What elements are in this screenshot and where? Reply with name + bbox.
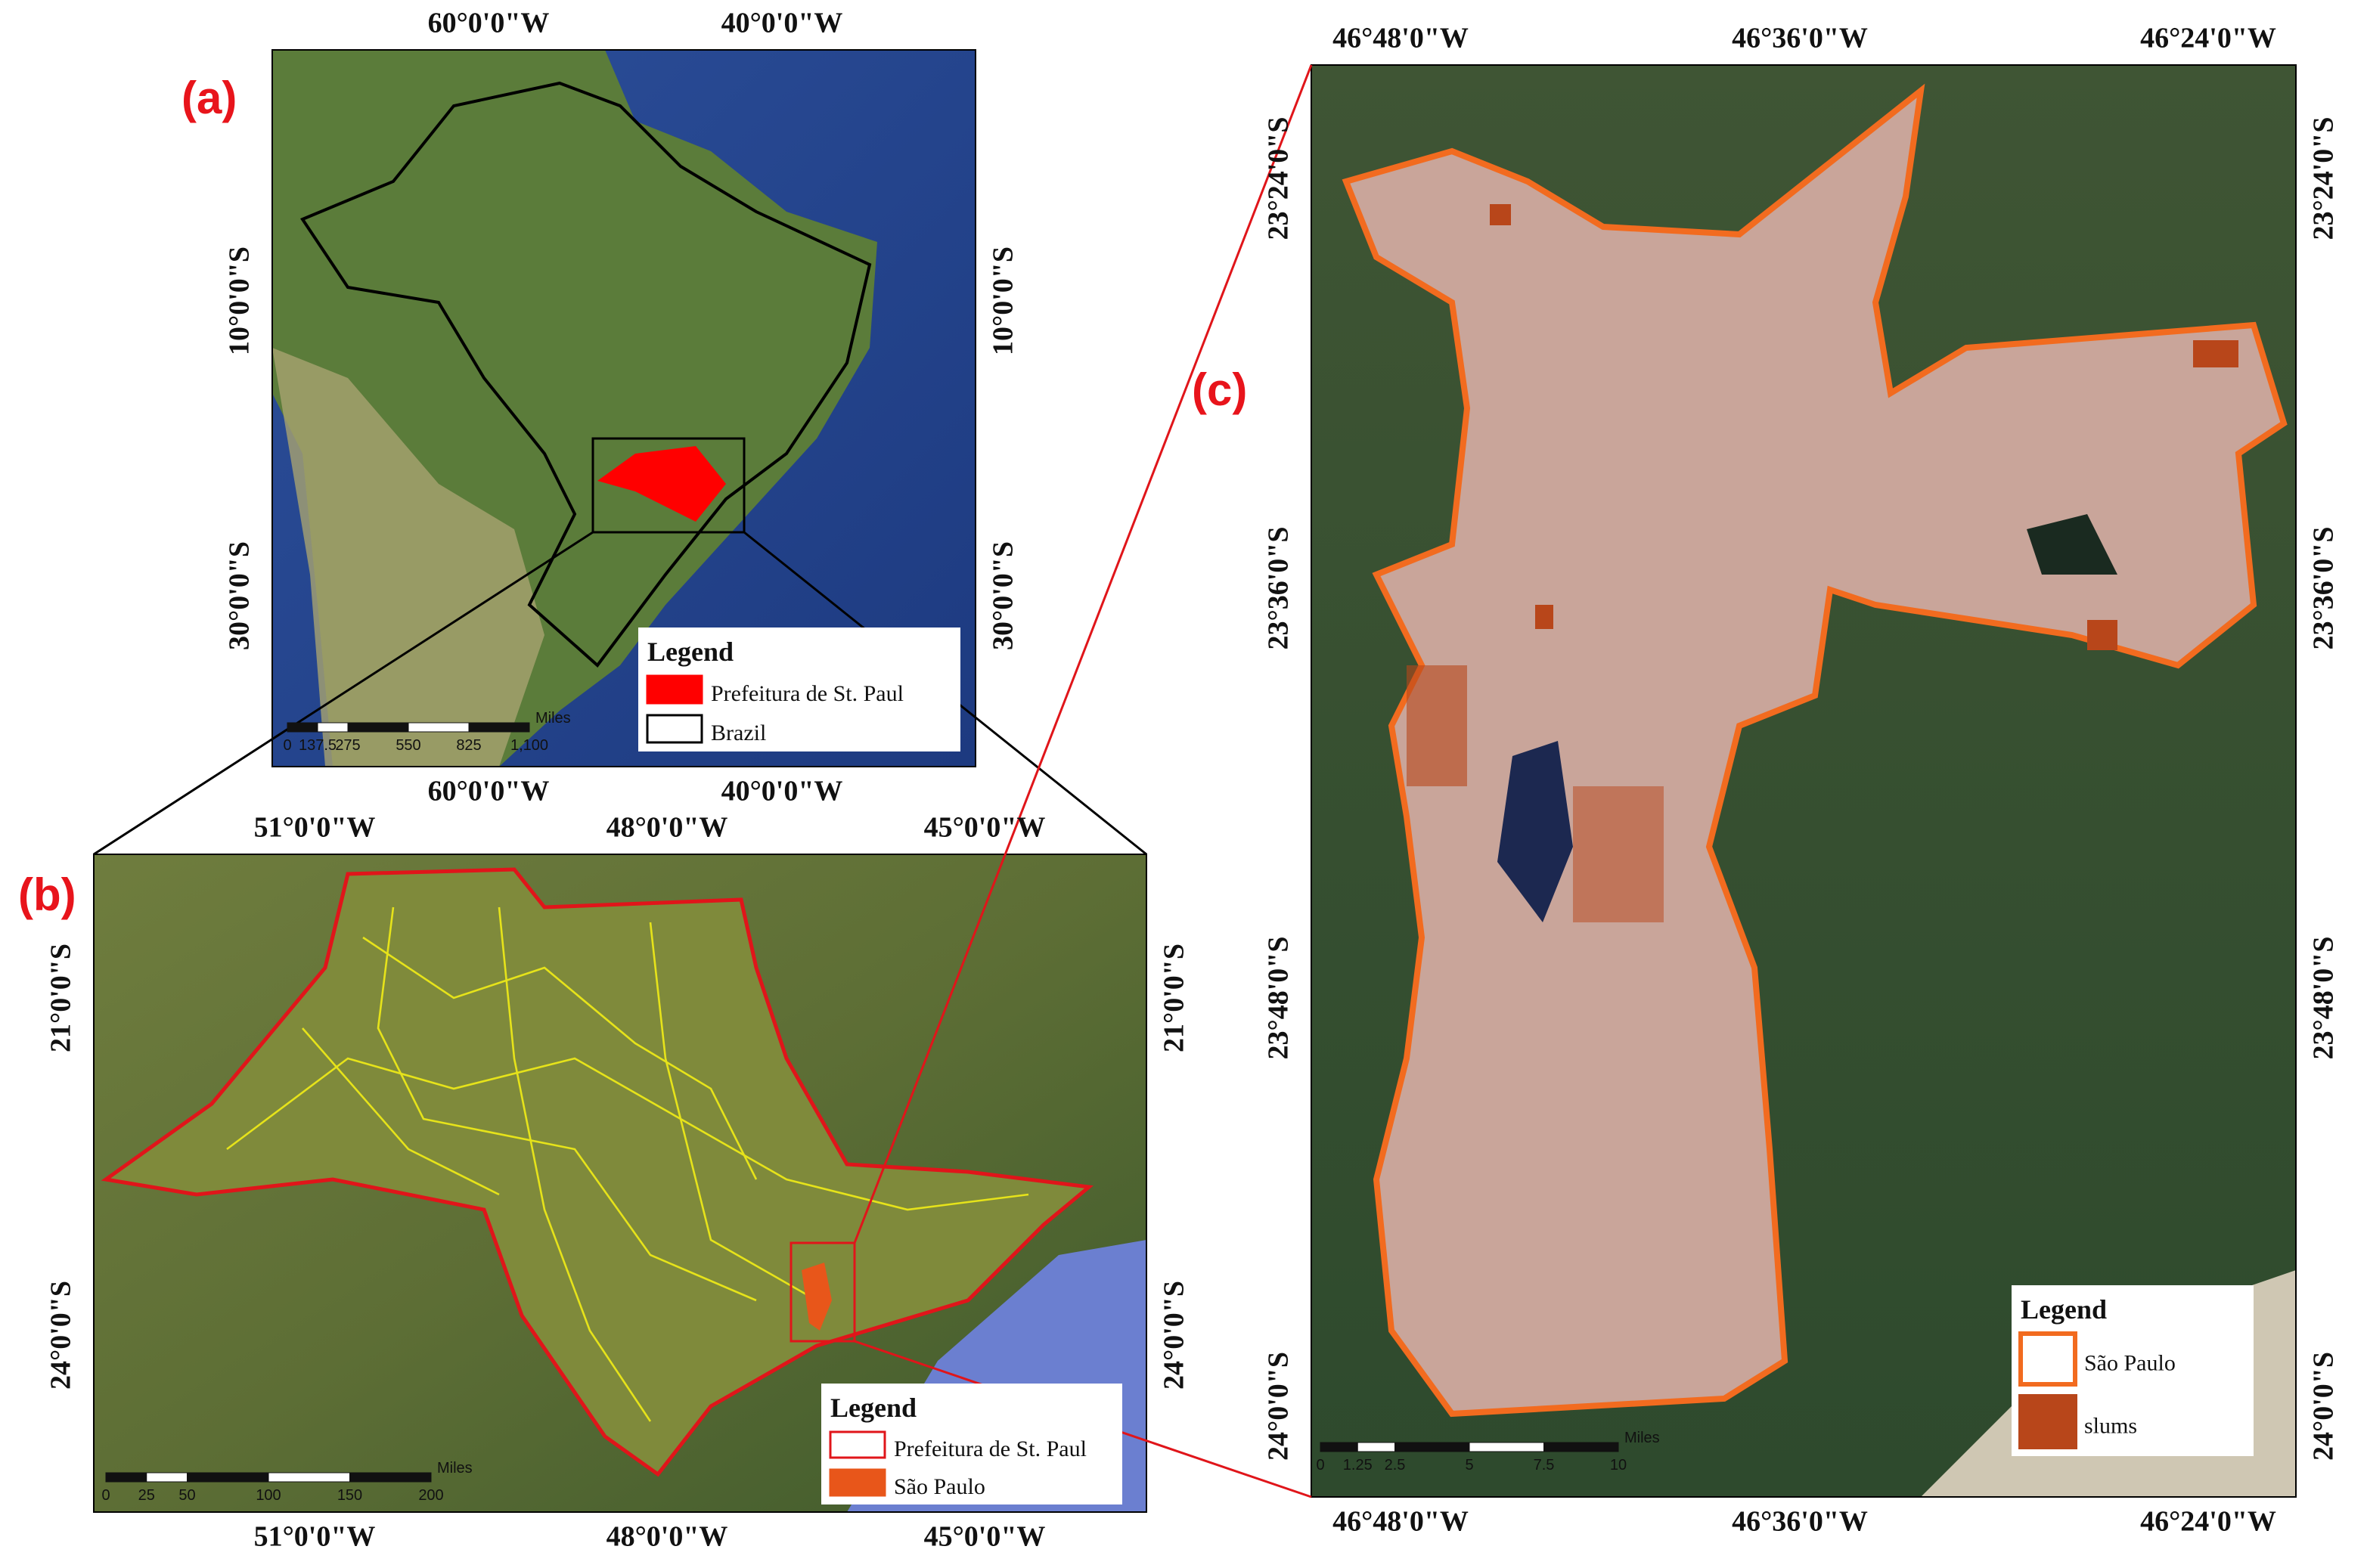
legend-title: Legend (647, 637, 734, 667)
x-tick-label: 45°0'0"W (924, 812, 1046, 844)
legend-item: slums (2084, 1413, 2137, 1438)
x-tick-label: 46°36'0"W (1732, 1506, 1868, 1538)
scale-label: 10 (1610, 1457, 1627, 1473)
scale-label: 137.5 (299, 737, 337, 754)
scale-label: 825 (456, 737, 481, 754)
y-tick-label: 23°48'0"S (1263, 937, 1295, 1060)
scale-unit: Miles (1624, 1430, 1660, 1446)
scale-segment (1357, 1442, 1395, 1452)
x-tick-label: 51°0'0"W (254, 1521, 376, 1553)
scale-label: 2.5 (1385, 1457, 1406, 1473)
legend-swatch (646, 674, 703, 705)
scale-segment (349, 1472, 432, 1483)
scale-unit: Miles (535, 710, 571, 727)
y-tick-label: 23°36'0"S (1263, 527, 1295, 650)
scale-segment (317, 722, 349, 733)
x-tick-label: 46°36'0"W (1732, 23, 1868, 54)
y-tick-label: 21°0'0"S (45, 944, 77, 1052)
scale-label: 100 (256, 1487, 281, 1504)
scale-segment (468, 722, 530, 733)
scale-label: 200 (418, 1487, 443, 1504)
scale-segment (1394, 1442, 1470, 1452)
x-tick-label: 46°24'0"W (2140, 1506, 2276, 1538)
x-tick-label: 48°0'0"W (606, 1521, 728, 1553)
y-tick-label: 24°0'0"S (2308, 1352, 2340, 1461)
scale-label: 1,100 (510, 737, 548, 754)
scale-label: 0 (1316, 1457, 1324, 1473)
scale-segment (187, 1472, 269, 1483)
panel-label: (c) (1192, 364, 1247, 415)
scale-label: 7.5 (1534, 1457, 1555, 1473)
legend-swatch (2018, 1394, 2077, 1449)
x-tick-label: 40°0'0"W (721, 8, 843, 39)
y-tick-label: 23°24'0"S (2308, 117, 2340, 240)
map-c (1311, 64, 2297, 1498)
scale-segment (105, 1472, 147, 1483)
legend-swatch (829, 1430, 886, 1459)
legend-title: Legend (830, 1393, 917, 1423)
scale-segment (408, 722, 470, 733)
legend-item: Prefeitura de St. Paul (894, 1436, 1087, 1461)
scale-label: 0 (101, 1487, 110, 1504)
x-tick-label: 46°48'0"W (1332, 1506, 1469, 1538)
panel-label: (a) (181, 73, 237, 123)
scale-label: 0 (283, 737, 291, 754)
legend-swatch (829, 1468, 886, 1497)
legend-item: Prefeitura de St. Paul (711, 681, 904, 706)
scale-label: 25 (138, 1487, 155, 1504)
scale-segment (1543, 1442, 1619, 1452)
x-tick-label: 40°0'0"W (721, 776, 843, 807)
legend-item: Brazil (711, 720, 766, 745)
x-tick-label: 51°0'0"W (254, 812, 376, 844)
scale-label: 550 (396, 737, 420, 754)
x-tick-label: 60°0'0"W (428, 776, 550, 807)
y-tick-label: 10°0'0"S (988, 246, 1019, 355)
scale-label: 50 (178, 1487, 195, 1504)
y-tick-label: 30°0'0"S (224, 541, 256, 650)
legend-item: São Paulo (894, 1474, 985, 1499)
scale-segment (268, 1472, 350, 1483)
x-tick-label: 45°0'0"W (924, 1521, 1046, 1553)
y-tick-label: 23°24'0"S (1263, 117, 1295, 240)
y-tick-label: 30°0'0"S (988, 541, 1019, 650)
scale-segment (347, 722, 409, 733)
scale-segment (1320, 1442, 1358, 1452)
scale-label: 1.25 (1343, 1457, 1373, 1473)
scale-label: 5 (1465, 1457, 1473, 1473)
y-tick-label: 24°0'0"S (45, 1281, 77, 1390)
x-tick-label: 46°24'0"W (2140, 23, 2276, 54)
scale-label: 275 (335, 737, 360, 754)
y-tick-label: 24°0'0"S (1159, 1281, 1190, 1390)
y-tick-label: 23°36'0"S (2308, 527, 2340, 650)
legend-title: Legend (2021, 1294, 2107, 1325)
scale-segment (287, 722, 318, 733)
scale-segment (146, 1472, 188, 1483)
y-tick-label: 23°48'0"S (2308, 937, 2340, 1060)
legend-item: São Paulo (2084, 1350, 2176, 1375)
x-tick-label: 60°0'0"W (428, 8, 550, 39)
scale-unit: Miles (437, 1460, 473, 1477)
y-tick-label: 24°0'0"S (1263, 1352, 1295, 1461)
legend-swatch (2018, 1331, 2077, 1387)
x-tick-label: 48°0'0"W (606, 812, 728, 844)
y-tick-label: 21°0'0"S (1159, 944, 1190, 1052)
map-a (271, 49, 976, 767)
panel-label: (b) (18, 869, 76, 920)
scale-segment (1469, 1442, 1544, 1452)
legend-swatch (646, 714, 703, 744)
x-tick-label: 46°48'0"W (1332, 23, 1469, 54)
y-tick-label: 10°0'0"S (224, 246, 256, 355)
scale-label: 150 (337, 1487, 362, 1504)
